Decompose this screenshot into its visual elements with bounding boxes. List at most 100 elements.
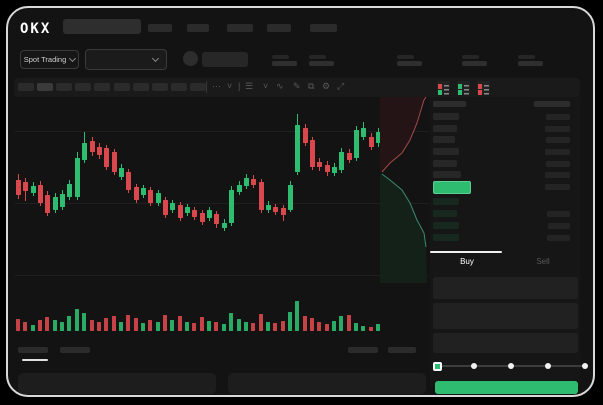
timeframe-button[interactable] (133, 83, 149, 91)
nav-item[interactable] (227, 24, 253, 32)
bottom-tab[interactable] (18, 347, 48, 353)
candle (67, 184, 73, 197)
timeframe-button[interactable] (114, 83, 130, 91)
volume-bar (140, 323, 145, 331)
candle (207, 210, 213, 218)
volume-bar (133, 318, 138, 331)
ask-price[interactable] (433, 125, 457, 132)
timeframe-button[interactable] (75, 83, 91, 91)
volume-bar (251, 323, 256, 331)
candle (324, 165, 330, 172)
buy-button[interactable] (435, 381, 578, 394)
app-window: OKX Spot Trading ⋯ ˅ | ☰ ˅ ∿ ✎ ⧉ ⚙ ⤢ (6, 6, 595, 397)
candle (89, 141, 95, 152)
nav-item[interactable] (148, 24, 172, 32)
candle (118, 168, 124, 177)
book-asks-only-icon[interactable] (477, 81, 490, 95)
ask-price[interactable] (433, 171, 461, 178)
chevron-down-icon[interactable]: ˅ (263, 81, 269, 91)
ask-price[interactable] (433, 160, 457, 167)
stat-label (272, 55, 289, 59)
slider-step-dot[interactable] (471, 363, 477, 369)
pair-name-placeholder[interactable] (202, 52, 248, 67)
timeframe-button[interactable] (18, 83, 34, 91)
ask-price[interactable] (433, 113, 459, 120)
nav-item[interactable] (267, 24, 291, 32)
candle (287, 185, 293, 210)
gridline (15, 131, 428, 132)
volume-bar (287, 312, 292, 331)
volume-bar (60, 322, 65, 331)
indicator-dots-icon[interactable]: ⋯ (212, 81, 221, 91)
bid-price[interactable] (433, 210, 457, 217)
slider-step-dot[interactable] (508, 363, 514, 369)
bottom-panel-left[interactable] (18, 373, 216, 394)
candle (104, 148, 110, 167)
volume-bar (199, 317, 204, 331)
volume-bar (354, 323, 359, 331)
bottom-tab[interactable] (348, 347, 378, 353)
coin-avatar (183, 51, 198, 66)
timeframe-button[interactable] (56, 83, 72, 91)
volume-bar (30, 325, 35, 331)
candle (361, 128, 367, 137)
volume-bar (38, 320, 42, 331)
search-input[interactable] (63, 19, 141, 34)
nav-item[interactable] (310, 24, 337, 32)
okx-logo: OKX (20, 21, 52, 37)
price-input[interactable] (433, 277, 578, 299)
timeframe-button[interactable] (171, 83, 187, 91)
total-input[interactable] (433, 333, 578, 353)
volume-bar (317, 322, 322, 331)
candle (140, 188, 146, 195)
bid-price[interactable] (433, 234, 459, 241)
candle (258, 182, 264, 210)
candle (185, 207, 190, 213)
timeframe-button[interactable] (37, 83, 53, 91)
candle (148, 190, 154, 203)
last-price-badge[interactable] (433, 181, 471, 194)
nav-item[interactable] (187, 24, 209, 32)
fullscreen-icon[interactable]: ⤢ (337, 81, 345, 91)
settings-icon[interactable]: ⚙ (322, 81, 331, 91)
volume-bar (332, 321, 337, 331)
volume-bar (376, 324, 381, 331)
slider-step-dot[interactable] (545, 363, 551, 369)
slider-step-dot[interactable] (582, 363, 588, 369)
tab-sell[interactable]: Sell (536, 257, 550, 266)
volume-bar (221, 324, 226, 331)
ask-price[interactable] (433, 148, 459, 155)
ask-price[interactable] (433, 136, 455, 143)
book-bids-only-icon[interactable] (457, 81, 470, 95)
candle (302, 128, 308, 143)
timeframe-button[interactable] (94, 83, 110, 91)
camera-icon[interactable]: ⧉ (308, 81, 315, 91)
volume-bar (155, 322, 160, 331)
chevron-down-icon (151, 54, 160, 63)
amount-input[interactable] (433, 303, 578, 329)
chart-type-icon[interactable]: ☰ (245, 81, 254, 91)
chevron-down-icon[interactable]: ˅ (227, 81, 233, 91)
draw-icon[interactable]: ✎ (293, 81, 301, 91)
bottom-tab[interactable] (388, 347, 416, 353)
candle (192, 210, 198, 217)
tab-buy[interactable]: Buy (460, 257, 474, 266)
book-combined-icon[interactable] (437, 81, 450, 95)
timeframe-button[interactable] (190, 83, 206, 91)
bid-price[interactable] (433, 198, 459, 205)
line-style-icon[interactable]: ∿ (276, 81, 284, 91)
volume-bar (310, 318, 314, 331)
pair-selector-dropdown[interactable] (85, 49, 167, 70)
bottom-panel-right[interactable] (228, 373, 426, 394)
ask-amount (545, 149, 570, 155)
volume-bar (236, 319, 241, 331)
candle (346, 153, 352, 160)
volume-bar (295, 301, 300, 331)
bid-price[interactable] (433, 222, 459, 229)
volume-bar (163, 315, 167, 331)
timeframe-button[interactable] (152, 83, 168, 91)
slider-handle[interactable] (432, 361, 442, 371)
market-type-dropdown[interactable]: Spot Trading (20, 50, 79, 69)
bottom-tab[interactable] (60, 347, 90, 353)
candle (332, 167, 338, 173)
